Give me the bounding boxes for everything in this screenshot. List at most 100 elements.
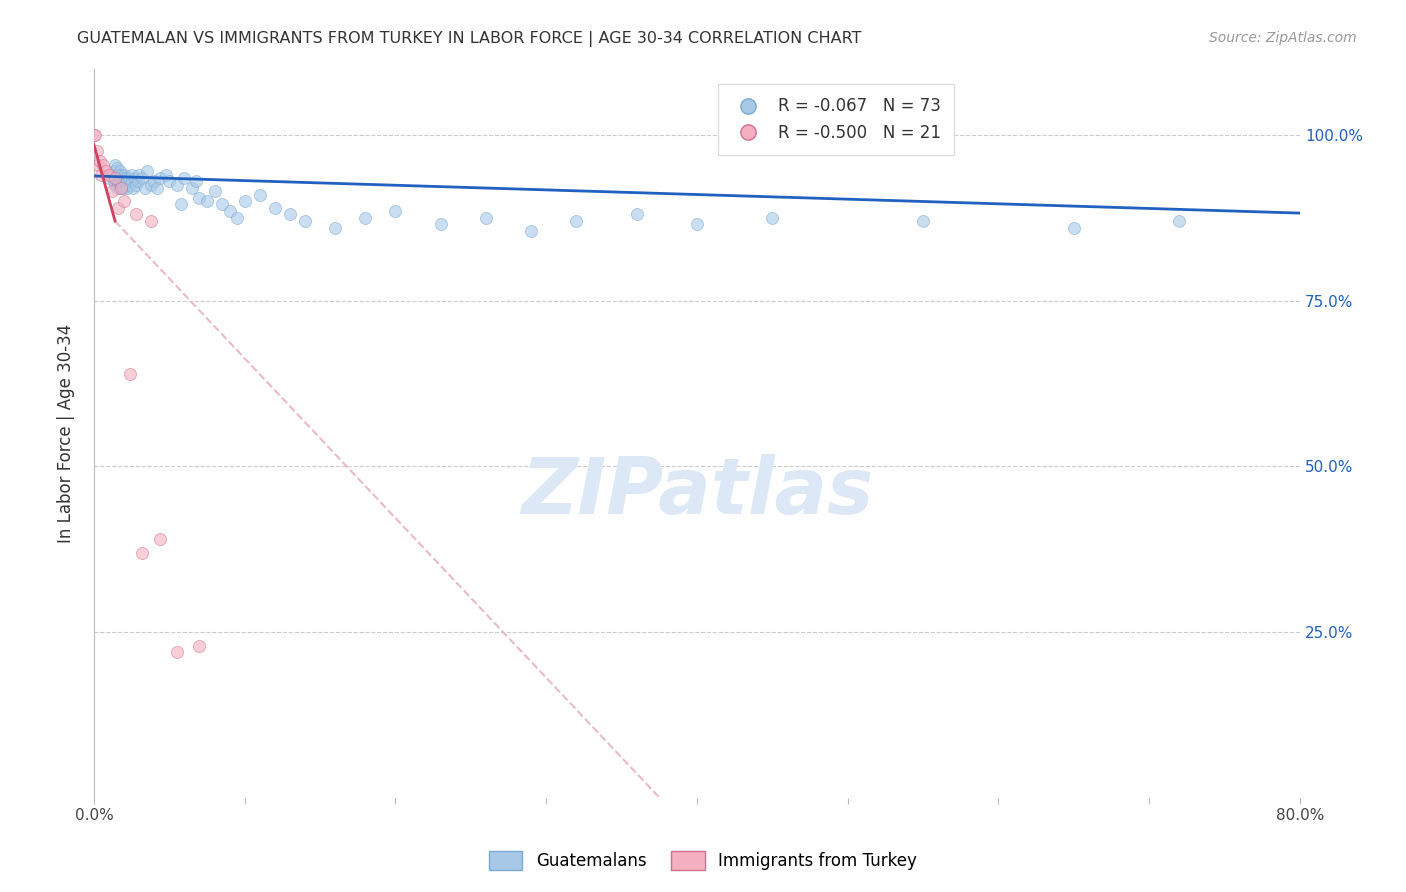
Point — [429, 218, 451, 232]
Point — [103, 164, 125, 178]
Point — [125, 207, 148, 221]
Point — [83, 128, 105, 142]
Point — [115, 174, 138, 188]
Point — [294, 214, 316, 228]
Point — [89, 154, 111, 169]
Point — [565, 214, 588, 228]
Y-axis label: In Labor Force | Age 30-34: In Labor Force | Age 30-34 — [58, 324, 75, 543]
Point — [181, 181, 204, 195]
Point — [110, 178, 132, 192]
Point — [121, 168, 143, 182]
Point — [111, 170, 134, 185]
Point — [125, 178, 148, 192]
Point — [94, 164, 117, 178]
Point — [127, 174, 149, 188]
Text: GUATEMALAN VS IMMIGRANTS FROM TURKEY IN LABOR FORCE | AGE 30-34 CORRELATION CHAR: GUATEMALAN VS IMMIGRANTS FROM TURKEY IN … — [77, 31, 862, 47]
Point — [211, 197, 233, 211]
Point — [114, 178, 136, 192]
Point — [107, 168, 129, 182]
Point — [112, 194, 135, 209]
Point — [107, 174, 129, 188]
Point — [120, 367, 142, 381]
Text: ZIPatlas: ZIPatlas — [520, 454, 873, 530]
Point — [115, 181, 138, 195]
Point — [110, 174, 132, 188]
Point — [101, 184, 124, 198]
Point — [124, 170, 146, 185]
Point — [104, 178, 127, 192]
Point — [166, 178, 188, 192]
Point — [105, 181, 128, 195]
Point — [84, 128, 107, 142]
Point — [120, 178, 142, 192]
Point — [128, 168, 150, 182]
Point — [146, 181, 169, 195]
Point — [218, 204, 240, 219]
Point — [143, 174, 166, 188]
Point — [90, 168, 112, 182]
Point — [761, 211, 783, 225]
Point — [170, 197, 193, 211]
Point — [87, 158, 110, 172]
Point — [134, 181, 156, 195]
Point — [110, 168, 132, 182]
Point — [249, 187, 271, 202]
Point — [114, 170, 136, 185]
Point — [91, 158, 114, 172]
Point — [166, 645, 188, 659]
Point — [141, 214, 163, 228]
Point — [112, 174, 135, 188]
Point — [105, 161, 128, 175]
Point — [135, 164, 157, 178]
Point — [155, 168, 177, 182]
Point — [104, 170, 127, 185]
Point — [157, 174, 180, 188]
Point — [149, 170, 172, 185]
Point — [117, 170, 139, 185]
Point — [520, 224, 543, 238]
Point — [108, 181, 131, 195]
Point — [912, 214, 935, 228]
Legend: R = -0.067   N = 73, R = -0.500   N = 21: R = -0.067 N = 73, R = -0.500 N = 21 — [717, 84, 955, 155]
Point — [149, 533, 172, 547]
Point — [107, 201, 129, 215]
Point — [384, 204, 406, 219]
Point — [226, 211, 249, 225]
Point — [86, 145, 108, 159]
Point — [204, 184, 226, 198]
Point — [108, 164, 131, 178]
Legend: Guatemalans, Immigrants from Turkey: Guatemalans, Immigrants from Turkey — [482, 844, 924, 877]
Point — [98, 170, 121, 185]
Point — [111, 181, 134, 195]
Point — [110, 181, 132, 195]
Point — [1063, 220, 1085, 235]
Point — [112, 168, 135, 182]
Point — [104, 158, 127, 172]
Point — [121, 174, 143, 188]
Point — [278, 207, 301, 221]
Point — [98, 168, 121, 182]
Point — [131, 170, 153, 185]
Point — [195, 194, 218, 209]
Point — [105, 170, 128, 185]
Point — [107, 178, 129, 192]
Point — [354, 211, 377, 225]
Point — [108, 170, 131, 185]
Point — [188, 191, 211, 205]
Point — [263, 201, 285, 215]
Point — [626, 207, 648, 221]
Point — [233, 194, 256, 209]
Point — [188, 639, 211, 653]
Point — [101, 168, 124, 182]
Point — [141, 178, 163, 192]
Point — [186, 174, 208, 188]
Point — [131, 546, 153, 560]
Point — [103, 174, 125, 188]
Point — [173, 170, 195, 185]
Text: Source: ZipAtlas.com: Source: ZipAtlas.com — [1209, 31, 1357, 45]
Point — [1168, 214, 1191, 228]
Point — [122, 181, 145, 195]
Point — [686, 218, 709, 232]
Point — [323, 220, 346, 235]
Point — [475, 211, 498, 225]
